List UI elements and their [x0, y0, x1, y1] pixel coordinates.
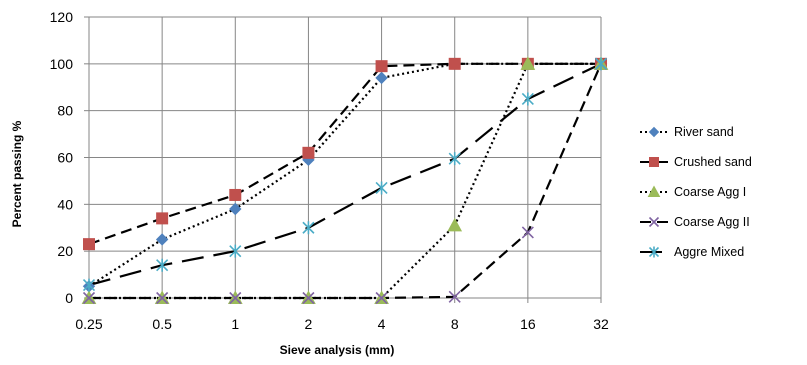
y-tick-label: 20: [57, 243, 73, 259]
point-crushed-sand: [156, 212, 169, 225]
point-coarse-agg-ii: [82, 291, 96, 305]
point-aggre-mixed: [521, 92, 534, 106]
y-tick-label: 60: [57, 150, 73, 166]
y-tick-label: 80: [57, 103, 73, 119]
legend-item-aggre-mixed: Aggre Mixed: [640, 245, 744, 259]
point-aggre-mixed: [375, 181, 388, 195]
point-coarse-agg-i: [520, 56, 536, 70]
legend-marker: [648, 126, 660, 138]
series-line-coarse-agg-i: [89, 62, 601, 300]
point-river-sand: [155, 233, 169, 246]
y-axis-title: Percent passing %: [10, 120, 24, 227]
point-aggre-mixed: [156, 258, 169, 272]
legend-label: River sand: [674, 125, 734, 139]
point-aggre-mixed: [448, 152, 461, 166]
y-axis-ticks: 0 20 40 60 80 100 120: [50, 9, 89, 306]
y-tick-label: 120: [50, 9, 74, 25]
legend-marker: [649, 157, 659, 167]
point-river-sand: [229, 202, 242, 216]
series-line-river-sand: [88, 62, 601, 288]
legend-item-coarse-agg-ii: Coarse Agg II: [640, 215, 750, 229]
legend-marker: [647, 185, 661, 197]
x-tick-label: 8: [451, 316, 459, 332]
y-tick-label: 0: [65, 290, 73, 306]
point-coarse-agg-ii: [521, 226, 534, 239]
series-markers: [81, 56, 609, 305]
x-tick-label: 0.25: [75, 316, 102, 332]
x-tick-label: 32: [593, 316, 609, 332]
point-river-sand: [375, 71, 388, 85]
x-tick-label: 0.5: [152, 316, 172, 332]
x-tick-label: 2: [305, 316, 313, 332]
x-tick-label: 16: [520, 316, 536, 332]
point-aggre-mixed: [82, 278, 96, 292]
point-crushed-sand: [229, 188, 242, 201]
legend-label: Coarse Agg II: [674, 215, 750, 229]
point-aggre-mixed: [229, 244, 242, 258]
point-aggre-mixed: [302, 221, 315, 235]
series-line-aggre-mixed: [88, 62, 602, 287]
point-crushed-sand: [375, 60, 388, 73]
y-tick-label: 100: [50, 56, 74, 72]
y-tick-label: 40: [57, 196, 73, 212]
point-coarse-agg-ii: [375, 291, 388, 305]
legend-label: Aggre Mixed: [674, 245, 744, 259]
series-line-crushed-sand: [88, 62, 601, 246]
point-crushed-sand: [83, 238, 95, 251]
legend-marker: [648, 246, 660, 258]
point-coarse-agg-ii: [448, 290, 461, 303]
series-line-coarse-agg-ii: [89, 63, 603, 300]
point-coarse-agg-i: [447, 217, 463, 232]
x-tick-label: 4: [378, 316, 386, 332]
legend-marker: [648, 216, 660, 228]
legend-label: Coarse Agg I: [674, 185, 746, 199]
point-crushed-sand: [302, 146, 315, 159]
point-aggre-mixed: [594, 57, 608, 71]
point-coarse-agg-ii: [302, 291, 315, 305]
point-coarse-agg-ii: [156, 291, 169, 305]
x-axis-title: Sieve analysis (mm): [280, 343, 395, 357]
legend-item-river-sand: River sand: [640, 125, 734, 139]
point-crushed-sand: [448, 57, 461, 70]
legend: River sand Crushed sand Coarse Agg I Coarse…: [640, 125, 752, 259]
point-coarse-agg-ii: [229, 291, 242, 305]
series-lines: [88, 62, 603, 300]
legend-item-crushed-sand: Crushed sand: [640, 155, 752, 169]
legend-item-coarse-agg-i: Coarse Agg I: [640, 185, 746, 199]
legend-label: Crushed sand: [674, 155, 752, 169]
x-tick-label: 1: [231, 316, 239, 332]
